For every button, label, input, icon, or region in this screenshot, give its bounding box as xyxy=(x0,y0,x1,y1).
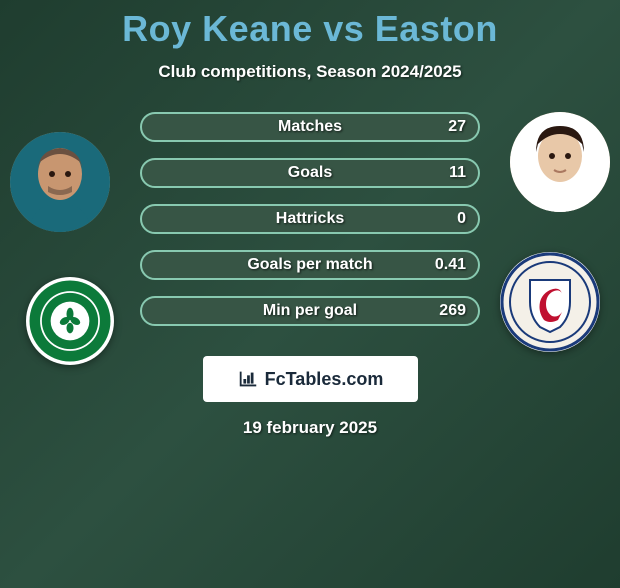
stat-bar-min-per-goal: Min per goal 269 xyxy=(140,296,480,326)
player-left-icon xyxy=(10,132,110,232)
brand-text: FcTables.com xyxy=(265,369,384,390)
stat-right-value: 269 xyxy=(439,302,466,320)
club-right-badge xyxy=(500,252,600,352)
chart-icon xyxy=(237,368,259,390)
stat-label: Hattricks xyxy=(276,210,344,228)
stat-bar-hattricks: Hattricks 0 xyxy=(140,204,480,234)
stat-label: Matches xyxy=(278,118,342,136)
season-subtitle: Club competitions, Season 2024/2025 xyxy=(0,62,620,82)
stat-bars: Matches 27 Goals 11 Hattricks 0 Goals pe… xyxy=(140,112,480,326)
date-text: 19 february 2025 xyxy=(0,418,620,438)
raith-badge-icon xyxy=(500,252,600,352)
club-left-badge xyxy=(26,277,114,365)
player-left-avatar xyxy=(10,132,110,232)
stat-right-value: 0 xyxy=(457,210,466,228)
brand-badge[interactable]: FcTables.com xyxy=(203,356,418,402)
stat-label: Min per goal xyxy=(263,302,357,320)
stat-bar-goals: Goals 11 xyxy=(140,158,480,188)
stat-right-value: 27 xyxy=(448,118,466,136)
stat-label: Goals per match xyxy=(247,256,372,274)
celtic-badge-icon xyxy=(26,277,114,365)
stat-bar-matches: Matches 27 xyxy=(140,112,480,142)
stat-bar-goals-per-match: Goals per match 0.41 xyxy=(140,250,480,280)
stat-label: Goals xyxy=(288,164,332,182)
comparison-content: Matches 27 Goals 11 Hattricks 0 Goals pe… xyxy=(0,112,620,326)
page-title: Roy Keane vs Easton xyxy=(0,8,620,50)
stat-right-value: 0.41 xyxy=(435,256,466,274)
stat-right-value: 11 xyxy=(449,164,466,182)
player-right-icon xyxy=(510,112,610,212)
player-right-avatar xyxy=(510,112,610,212)
